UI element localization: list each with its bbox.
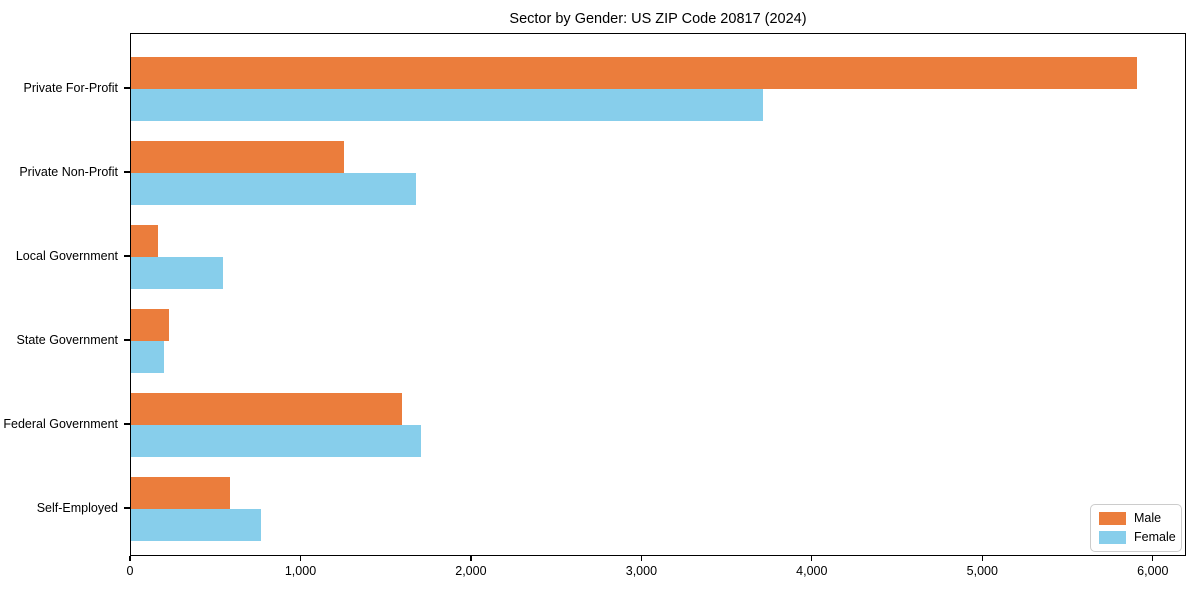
- legend-label-male: Male: [1134, 511, 1162, 525]
- bar-female-5: [131, 509, 261, 541]
- legend-swatch-female: [1099, 531, 1126, 544]
- bar-female-0: [131, 89, 764, 121]
- x-tick-label-6: 6,000: [1137, 564, 1169, 578]
- x-tick-label-5: 5,000: [966, 564, 998, 578]
- x-tick-6: [1152, 556, 1154, 561]
- y-tick-0: [124, 87, 130, 89]
- bar-female-4: [131, 425, 421, 457]
- bar-male-2: [131, 225, 159, 257]
- x-tick-label-3: 3,000: [625, 564, 658, 578]
- y-tick-3: [124, 339, 130, 341]
- chart-title: Sector by Gender: US ZIP Code 20817 (202…: [509, 11, 807, 27]
- y-tick-label-2: Local Government: [15, 249, 118, 263]
- y-tick-1: [124, 171, 130, 173]
- x-tick-label-1: 1,000: [284, 564, 317, 578]
- x-tick-5: [981, 556, 983, 561]
- y-tick-5: [124, 507, 130, 509]
- y-tick-label-0: Private For-Profit: [23, 81, 118, 95]
- plot-area: [130, 33, 1186, 556]
- bar-female-3: [131, 341, 165, 373]
- bar-male-3: [131, 309, 169, 341]
- legend-item-female: Female: [1099, 531, 1181, 544]
- bar-male-5: [131, 477, 230, 509]
- x-tick-0: [129, 556, 131, 561]
- legend-item-male: Male: [1099, 512, 1181, 525]
- legend: Male Female: [1090, 504, 1182, 552]
- x-tick-label-2: 2,000: [455, 564, 487, 578]
- bar-male-1: [131, 141, 345, 173]
- x-tick-label-0: 0: [126, 564, 134, 578]
- y-tick-label-4: Federal Government: [3, 417, 118, 431]
- x-tick-1: [299, 556, 302, 561]
- y-tick-label-1: Private Non-Profit: [19, 165, 118, 179]
- bar-male-0: [131, 57, 1137, 89]
- x-tick-4: [811, 556, 813, 561]
- bar-female-1: [131, 173, 416, 205]
- x-tick-2: [470, 556, 472, 561]
- x-tick-3: [640, 556, 642, 561]
- bar-male-4: [131, 393, 402, 425]
- y-tick-label-5: Self-Employed: [36, 501, 118, 515]
- y-tick-2: [124, 255, 130, 257]
- legend-swatch-male: [1099, 512, 1126, 525]
- x-tick-label-4: 4,000: [796, 564, 828, 578]
- y-tick-4: [124, 423, 130, 425]
- bar-female-2: [131, 257, 223, 289]
- y-tick-label-3: State Government: [16, 333, 118, 347]
- legend-label-female: Female: [1134, 530, 1176, 544]
